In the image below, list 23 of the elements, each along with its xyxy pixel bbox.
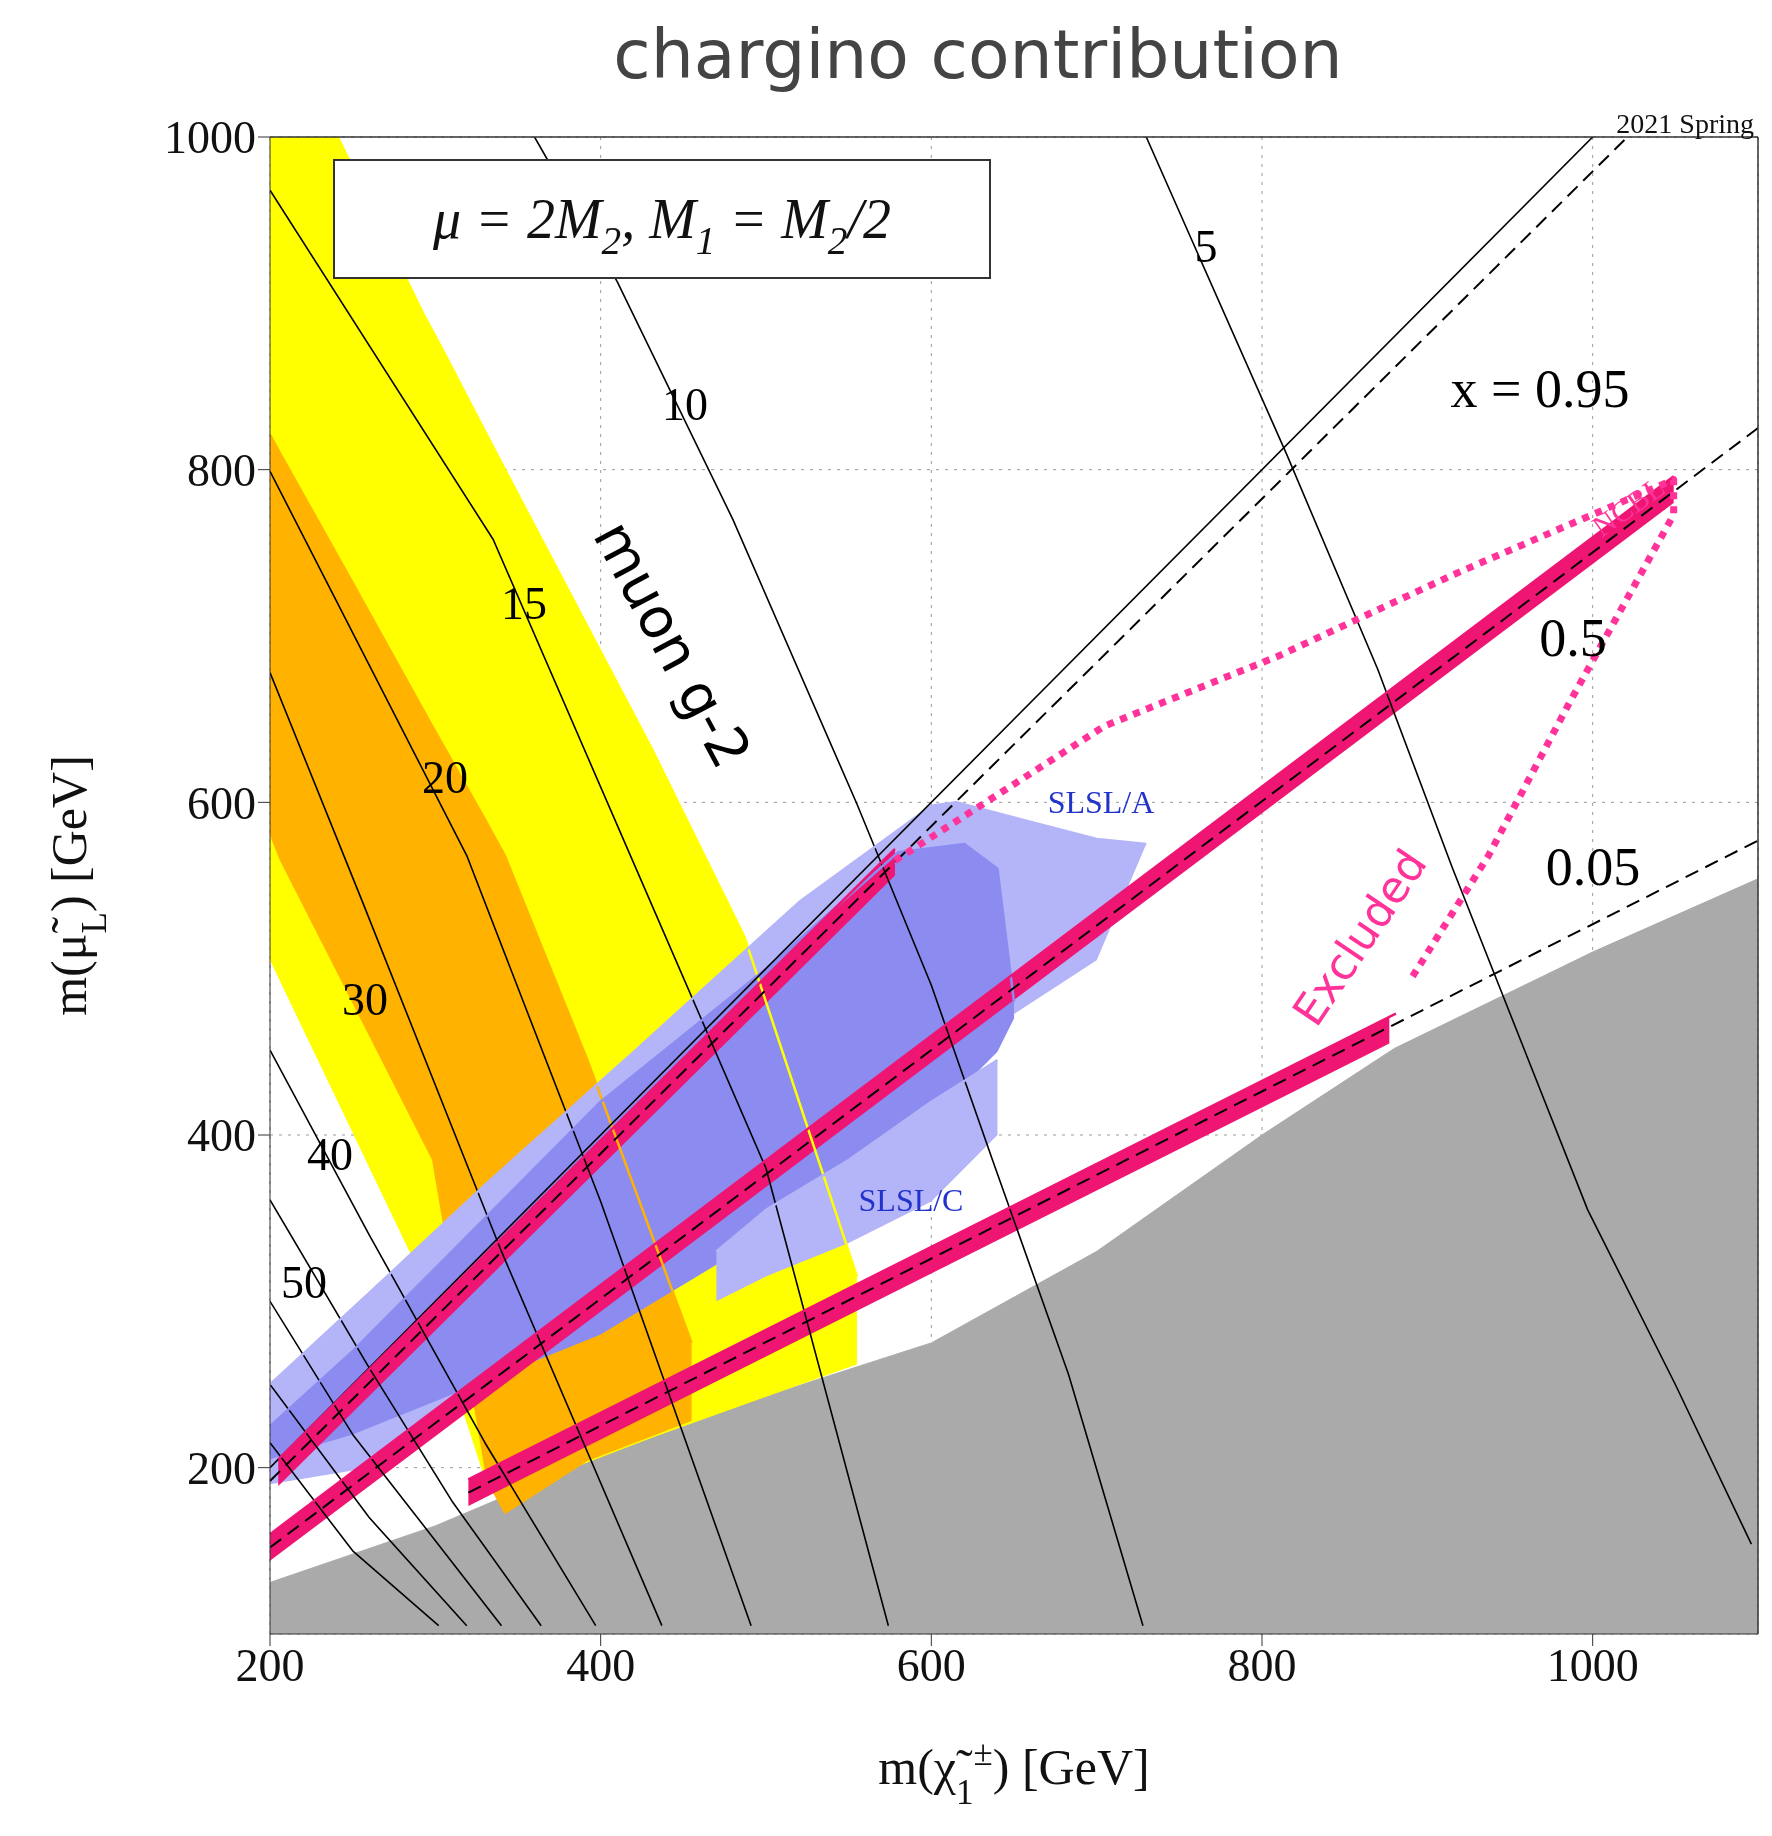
annotation: 0.05 xyxy=(1545,837,1641,897)
y-tick-label: 1000 xyxy=(164,112,256,164)
annotation: μ = 2M$_{2}$, M$_{1}$ = M$_{2}$/2 xyxy=(432,188,891,262)
annotation: 20 xyxy=(422,751,468,803)
annotation: 30 xyxy=(342,973,388,1025)
annotation: 0.5 xyxy=(1539,608,1607,668)
x-tick-label: 800 xyxy=(1227,1639,1297,1691)
x-tick-label: 1000 xyxy=(1546,1639,1639,1691)
y-tick-label: 800 xyxy=(187,445,256,496)
y-tick-label: 600 xyxy=(187,777,256,829)
x-tick-label: 400 xyxy=(566,1639,636,1691)
chart-title: chargino contribution xyxy=(613,15,1343,94)
annotation: SLSL/A xyxy=(1047,784,1155,820)
y-tick-label: 200 xyxy=(187,1443,256,1494)
annotation: x = 0.95 xyxy=(1450,359,1630,419)
x-tick-label: 600 xyxy=(896,1639,966,1691)
annotation: SLSL/C xyxy=(858,1182,964,1218)
annotation: 5 xyxy=(1194,220,1218,272)
annotation: muon g-2 xyxy=(581,509,765,779)
x-axis-title: m(χ̃$_{1}$$^{±}$) [GeV] xyxy=(878,1733,1150,1812)
x-tick-label: 200 xyxy=(235,1639,305,1691)
y-tick-label: 400 xyxy=(187,1110,256,1162)
annotation: 2021 Spring xyxy=(1616,107,1754,139)
